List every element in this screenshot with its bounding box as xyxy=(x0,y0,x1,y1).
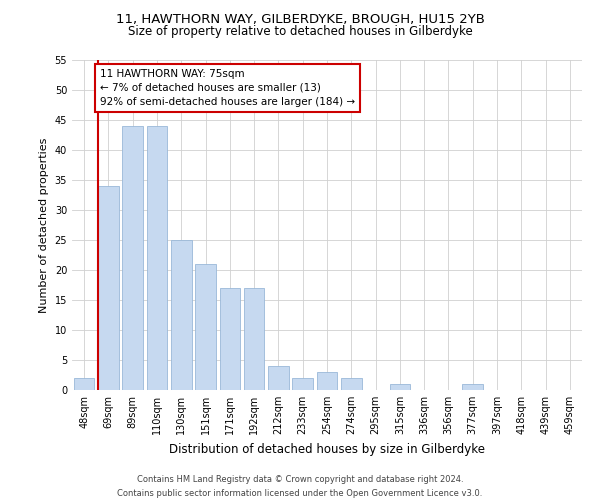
Bar xyxy=(244,288,265,390)
Y-axis label: Number of detached properties: Number of detached properties xyxy=(39,138,49,312)
Bar xyxy=(195,264,216,390)
Bar xyxy=(171,240,191,390)
Bar xyxy=(341,378,362,390)
Bar xyxy=(317,372,337,390)
Text: 11 HAWTHORN WAY: 75sqm
← 7% of detached houses are smaller (13)
92% of semi-deta: 11 HAWTHORN WAY: 75sqm ← 7% of detached … xyxy=(100,69,355,107)
Text: Size of property relative to detached houses in Gilberdyke: Size of property relative to detached ho… xyxy=(128,25,472,38)
Bar xyxy=(122,126,143,390)
Text: Contains HM Land Registry data © Crown copyright and database right 2024.
Contai: Contains HM Land Registry data © Crown c… xyxy=(118,476,482,498)
Bar xyxy=(292,378,313,390)
Bar xyxy=(74,378,94,390)
Bar xyxy=(146,126,167,390)
X-axis label: Distribution of detached houses by size in Gilberdyke: Distribution of detached houses by size … xyxy=(169,442,485,456)
Bar xyxy=(268,366,289,390)
Bar xyxy=(389,384,410,390)
Bar xyxy=(463,384,483,390)
Bar xyxy=(220,288,240,390)
Bar xyxy=(98,186,119,390)
Text: 11, HAWTHORN WAY, GILBERDYKE, BROUGH, HU15 2YB: 11, HAWTHORN WAY, GILBERDYKE, BROUGH, HU… xyxy=(116,12,484,26)
